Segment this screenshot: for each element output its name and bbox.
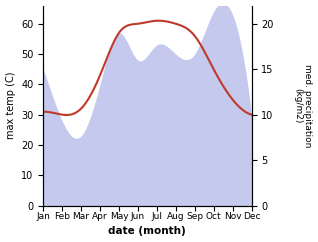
X-axis label: date (month): date (month) <box>108 227 186 236</box>
Y-axis label: max temp (C): max temp (C) <box>5 72 16 139</box>
Y-axis label: med. precipitation
(kg/m2): med. precipitation (kg/m2) <box>293 64 313 147</box>
